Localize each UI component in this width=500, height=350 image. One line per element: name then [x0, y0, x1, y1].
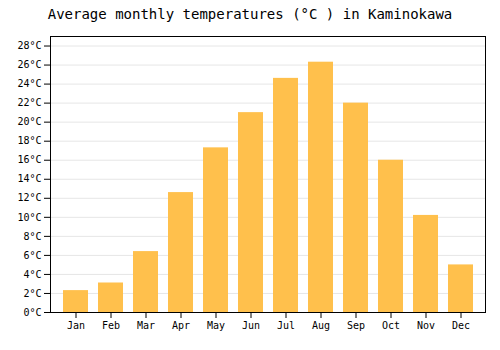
svg-text:Dec: Dec: [452, 320, 470, 331]
svg-text:20°C: 20°C: [17, 116, 41, 127]
svg-text:22°C: 22°C: [17, 97, 41, 108]
svg-text:Apr: Apr: [172, 320, 190, 331]
svg-text:Oct: Oct: [382, 320, 400, 331]
svg-text:2°C: 2°C: [23, 288, 41, 299]
svg-text:16°C: 16°C: [17, 154, 41, 165]
svg-text:Jan: Jan: [67, 320, 85, 331]
svg-text:8°C: 8°C: [23, 231, 41, 242]
svg-text:26°C: 26°C: [17, 59, 41, 70]
svg-text:4°C: 4°C: [23, 269, 41, 280]
svg-text:24°C: 24°C: [17, 78, 41, 89]
svg-text:10°C: 10°C: [17, 212, 41, 223]
svg-text:Feb: Feb: [102, 320, 120, 331]
svg-text:Aug: Aug: [312, 320, 330, 331]
svg-text:18°C: 18°C: [17, 135, 41, 146]
svg-text:Sep: Sep: [347, 320, 365, 331]
svg-text:14°C: 14°C: [17, 173, 41, 184]
svg-text:28°C: 28°C: [17, 40, 41, 51]
svg-text:May: May: [207, 320, 225, 331]
svg-text:Nov: Nov: [417, 320, 435, 331]
svg-text:Jun: Jun: [242, 320, 260, 331]
svg-text:6°C: 6°C: [23, 250, 41, 261]
html-text:Average monthly temperatures (: Average monthly temperatures (°C ) in Ka…: [47, 6, 453, 22]
svg-text:0°C: 0°C: [23, 307, 41, 318]
svg-text:12°C: 12°C: [17, 192, 41, 203]
svg-text:Mar: Mar: [137, 320, 155, 331]
svg-text:Jul: Jul: [277, 320, 295, 331]
